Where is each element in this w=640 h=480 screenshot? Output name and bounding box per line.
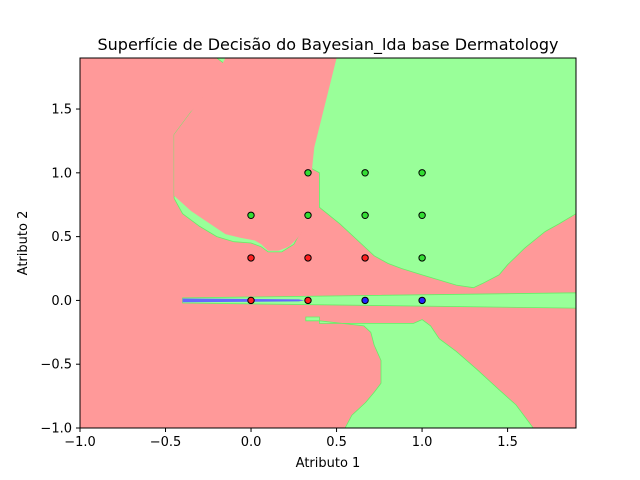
red-data-point xyxy=(304,296,312,305)
red-data-point xyxy=(304,254,312,262)
x-tick-label: −1.0 xyxy=(64,435,96,450)
y-tick-label: −1.0 xyxy=(40,422,72,437)
x-tick-label: 0.5 xyxy=(326,435,347,450)
decision-regions xyxy=(173,58,576,428)
green-data-point xyxy=(418,169,426,177)
blue-region-5 xyxy=(182,298,305,303)
green-data-point xyxy=(418,254,426,262)
y-axis-ticks: −1.0 −0.5 0.0 0.5 1.0 1.5 xyxy=(40,103,80,437)
green-data-point xyxy=(304,169,312,177)
plot-area xyxy=(79,57,577,429)
x-tick-label: 1.5 xyxy=(497,435,518,450)
x-axis-ticks: −1.0 −0.5 0.0 0.5 1.0 1.5 xyxy=(64,428,518,450)
blue-data-point xyxy=(361,296,369,305)
blue-data-point xyxy=(418,296,426,305)
y-tick-label: 1.5 xyxy=(51,103,72,118)
chart-title: Superfície de Decisão do Bayesian_lda ba… xyxy=(98,35,559,55)
green-data-point xyxy=(361,211,369,220)
red-data-point xyxy=(247,254,255,262)
y-tick-label: 1.0 xyxy=(51,166,72,181)
y-axis-label: Atributo 2 xyxy=(16,211,31,276)
plot-frame xyxy=(79,57,577,429)
red-data-point xyxy=(361,254,369,262)
x-tick-label: −0.5 xyxy=(150,435,182,450)
green-data-point xyxy=(247,211,255,220)
red-data-point xyxy=(247,296,255,305)
green-data-point xyxy=(304,211,312,220)
red-region-4 xyxy=(174,58,337,251)
y-tick-label: 0.5 xyxy=(51,230,72,245)
y-tick-label: −0.5 xyxy=(40,358,72,373)
data-points xyxy=(247,169,426,305)
x-tick-label: 0.0 xyxy=(241,435,262,450)
y-tick-label: 0.0 xyxy=(51,294,72,309)
x-axis-label: Atributo 1 xyxy=(296,456,361,471)
x-tick-label: 1.0 xyxy=(412,435,433,450)
green-data-point xyxy=(418,211,426,220)
green-data-point xyxy=(361,169,369,177)
green-region-2 xyxy=(305,316,534,428)
